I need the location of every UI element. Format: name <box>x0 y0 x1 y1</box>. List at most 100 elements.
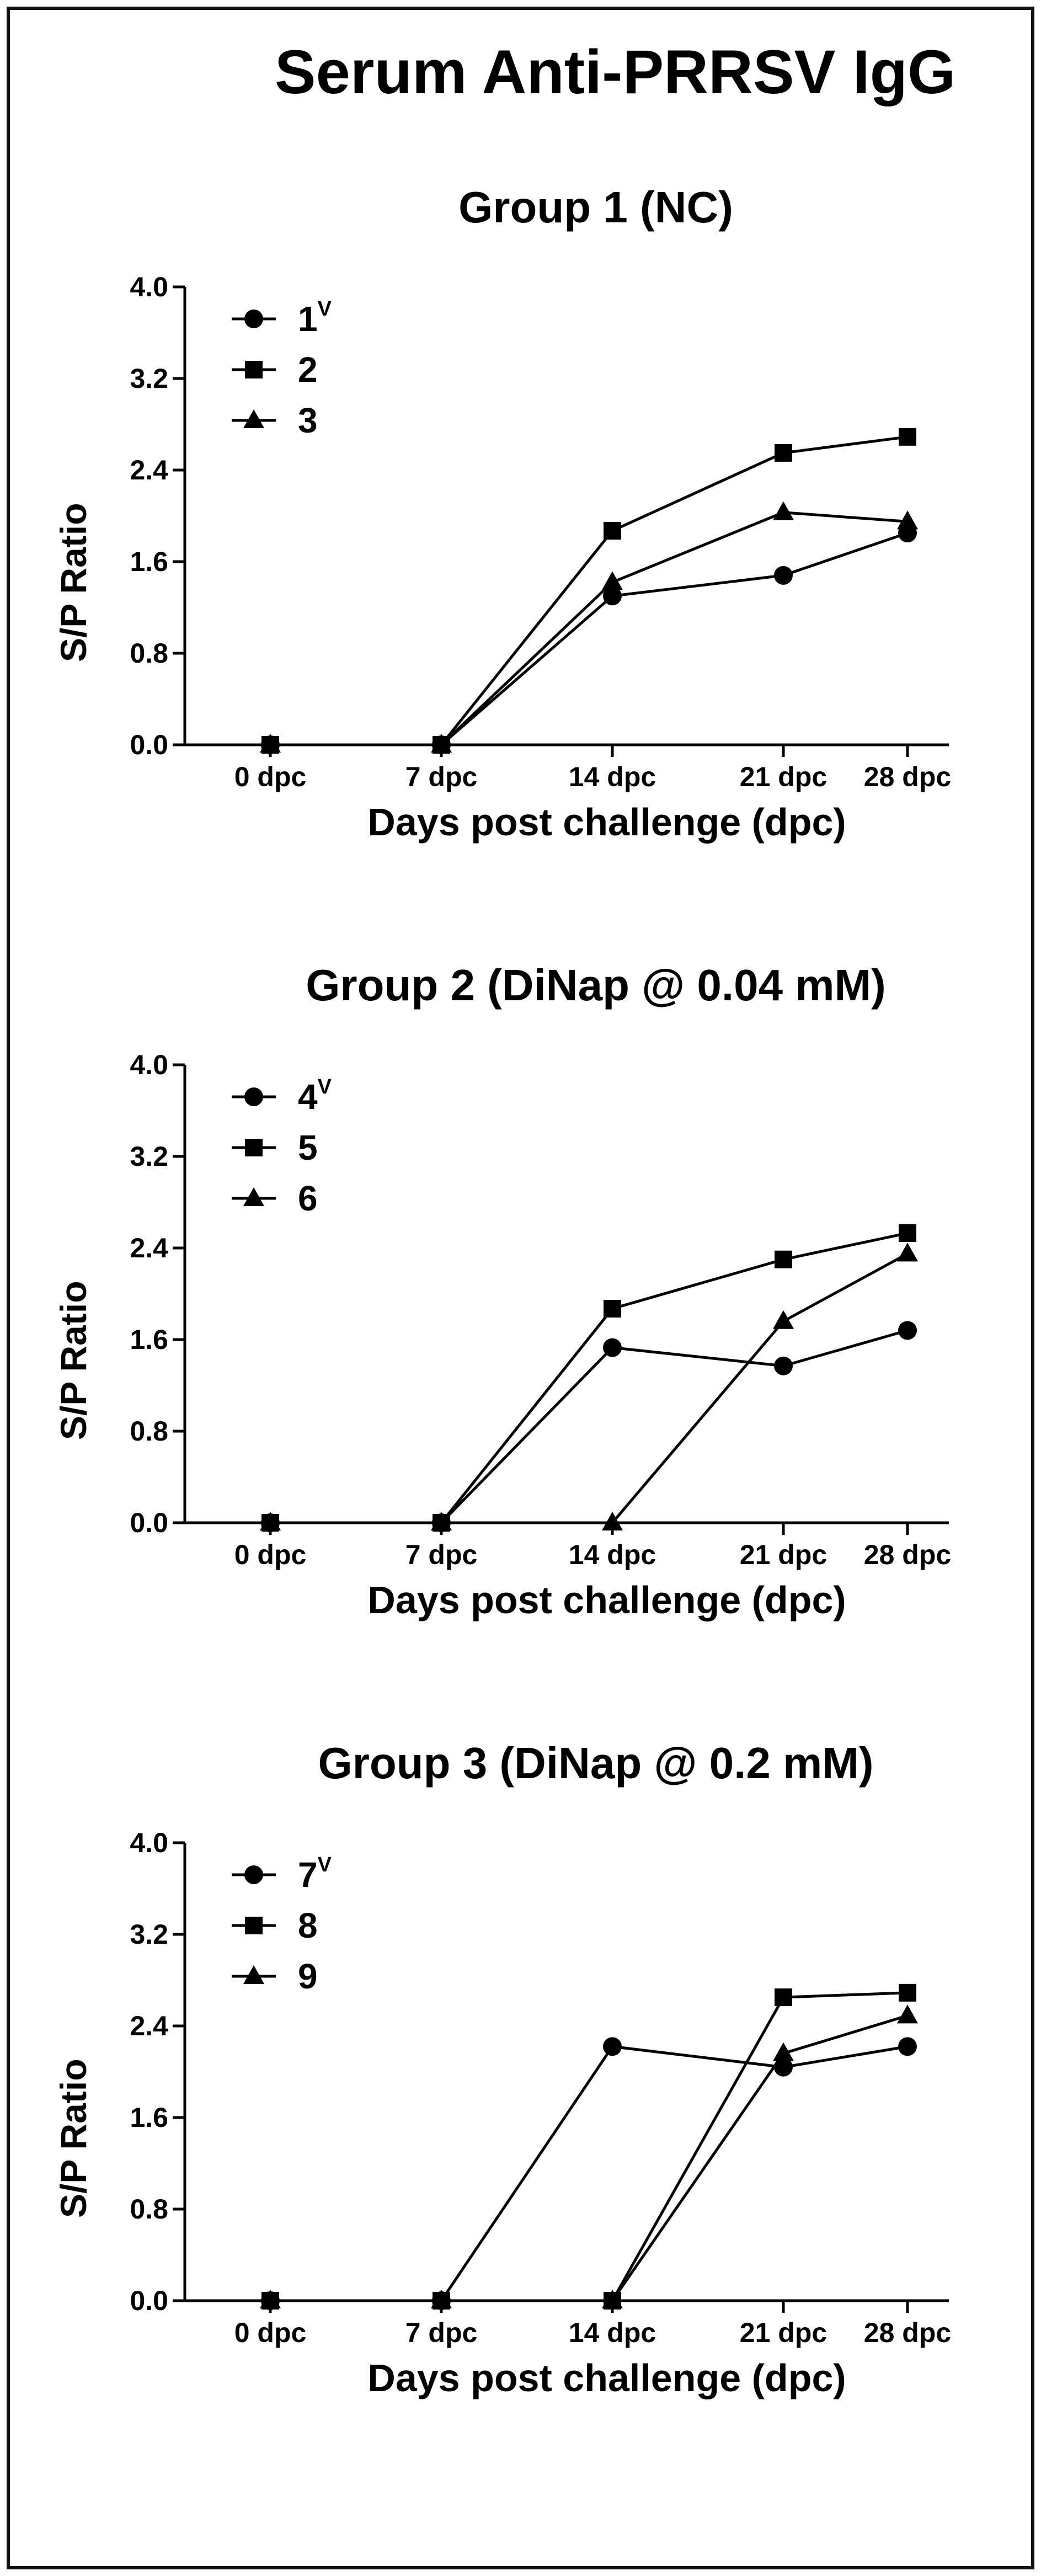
series-line <box>270 1252 909 1524</box>
x-tick-label: 28 dpc <box>864 2317 951 2348</box>
series-9 <box>260 2004 918 2308</box>
data-point <box>260 2290 281 2308</box>
data-point <box>897 1242 918 1262</box>
series-line <box>270 1329 908 1524</box>
x-tick-label: 14 dpc <box>569 761 656 792</box>
y-tick-label: 1.6 <box>130 546 168 577</box>
legend-label: 5 <box>298 1128 318 1167</box>
series-line <box>270 531 908 746</box>
legend-label: 3 <box>298 401 318 440</box>
chart-title: Group 3 (DiNap @ 0.2 mM) <box>318 1738 874 1788</box>
legend-superscript: V <box>318 297 332 321</box>
y-tick-label: 3.2 <box>130 1141 168 1172</box>
y-tick-label: 3.2 <box>130 1919 168 1950</box>
y-tick-label: 3.2 <box>130 363 168 394</box>
figure-frame <box>7 7 1034 2569</box>
data-point <box>603 586 622 606</box>
y-tick-label: 0.8 <box>130 2194 168 2225</box>
data-point <box>602 2290 623 2308</box>
legend-superscript: V <box>318 1075 332 1098</box>
x-tick-label: 0 dpc <box>234 1539 307 1570</box>
x-tick-label: 7 dpc <box>405 1539 478 1570</box>
series-2 <box>261 428 916 754</box>
series-3 <box>260 501 918 753</box>
data-point <box>604 521 621 540</box>
y-tick-label: 4.0 <box>130 271 168 302</box>
data-point <box>602 1512 623 1530</box>
data-point <box>603 1338 622 1357</box>
series-7 <box>261 2037 917 2310</box>
x-tick-label: 21 dpc <box>740 761 827 792</box>
series-line <box>270 1231 908 1524</box>
legend-label: 8 <box>298 1906 318 1945</box>
legend-marker <box>245 1917 263 1934</box>
legend-item: 6 <box>232 1178 318 1218</box>
x-tick-label: 21 dpc <box>740 2317 827 2348</box>
chart-plot: 0.0 0.8 1.6 2.4 3.2 4.0 0 dpc 7 dpc 14 dpc 21 dpc… <box>130 1827 951 2348</box>
legend-item: 7V <box>232 1853 332 1895</box>
data-point <box>899 1983 916 2002</box>
data-point <box>899 1224 916 1242</box>
y-tick-label: 0.8 <box>130 638 168 669</box>
chart-panel-group-3: Group 3 (DiNap @ 0.2 mM) S/P Ratio Days … <box>0 1738 1041 2538</box>
data-point <box>603 2037 622 2056</box>
legend-marker <box>244 1865 263 1884</box>
x-axis-label: Days post challenge (dpc) <box>367 1578 846 1622</box>
series-4 <box>261 1321 917 1532</box>
series-line <box>270 511 908 746</box>
chart-panel-group-1: Group 1 (NC) S/P Ratio Days post challen… <box>0 182 1041 982</box>
data-point <box>431 734 452 753</box>
y-tick-label: 2.4 <box>130 455 168 486</box>
legend-marker <box>244 1087 263 1106</box>
legend-marker <box>245 1139 263 1156</box>
legend-item: 4V <box>232 1075 332 1117</box>
legend-marker <box>244 310 263 328</box>
legend-label: 2 <box>298 350 318 390</box>
data-point <box>773 501 794 520</box>
y-tick-label: 2.4 <box>130 2010 168 2041</box>
chart-title: Group 2 (DiNap @ 0.04 mM) <box>306 961 886 1010</box>
data-point <box>774 566 793 585</box>
series-line <box>270 435 908 746</box>
series-line <box>270 2014 908 2302</box>
y-tick-label: 2.4 <box>130 1233 168 1263</box>
data-point <box>604 1299 621 1318</box>
data-point <box>898 1321 917 1340</box>
data-point <box>775 1250 792 1268</box>
data-point <box>260 1512 281 1530</box>
data-point <box>260 734 281 753</box>
data-point <box>775 444 792 462</box>
legend-item: 2 <box>232 350 318 390</box>
legend-marker <box>245 361 263 378</box>
y-tick-label: 0.0 <box>130 1507 168 1538</box>
series-5 <box>261 1224 916 1532</box>
x-tick-label: 28 dpc <box>864 1539 951 1570</box>
legend-marker <box>243 1187 264 1206</box>
x-tick-label: 7 dpc <box>405 2317 478 2348</box>
x-axis-label: Days post challenge (dpc) <box>367 801 846 844</box>
legend-item: 1V <box>232 297 332 339</box>
series-8 <box>261 1983 916 2310</box>
chart-panel-group-2: Group 2 (DiNap @ 0.04 mM) S/P Ratio Days… <box>0 960 1041 1760</box>
legend-marker <box>243 1965 264 1984</box>
legend-item: 5 <box>232 1128 318 1167</box>
y-tick-label: 0.0 <box>130 729 168 760</box>
chart-plot: 0.0 0.8 1.6 2.4 3.2 4.0 0 dpc 7 dpc 14 dpc 21 dpc… <box>130 271 951 792</box>
legend-label: 9 <box>298 1956 318 1996</box>
legend-item: 9 <box>232 1956 318 1996</box>
y-tick-label: 0.8 <box>130 1416 168 1447</box>
x-tick-label: 21 dpc <box>740 1539 827 1570</box>
x-tick-label: 14 dpc <box>569 2317 656 2348</box>
legend-label: 4V <box>298 1075 332 1117</box>
x-tick-label: 28 dpc <box>864 761 951 792</box>
chart-plot: 0.0 0.8 1.6 2.4 3.2 4.0 0 dpc 7 dpc 14 dpc 21 dpc… <box>130 1049 951 1570</box>
series-line <box>270 2045 908 2302</box>
series-line <box>270 1991 908 2302</box>
y-tick-label: 0.0 <box>130 2285 168 2316</box>
y-tick-label: 4.0 <box>130 1049 168 1080</box>
x-tick-label: 14 dpc <box>569 1539 656 1570</box>
data-point <box>775 1988 792 2007</box>
data-point <box>431 2290 452 2308</box>
series-6 <box>260 1242 918 1530</box>
data-point <box>602 571 623 590</box>
